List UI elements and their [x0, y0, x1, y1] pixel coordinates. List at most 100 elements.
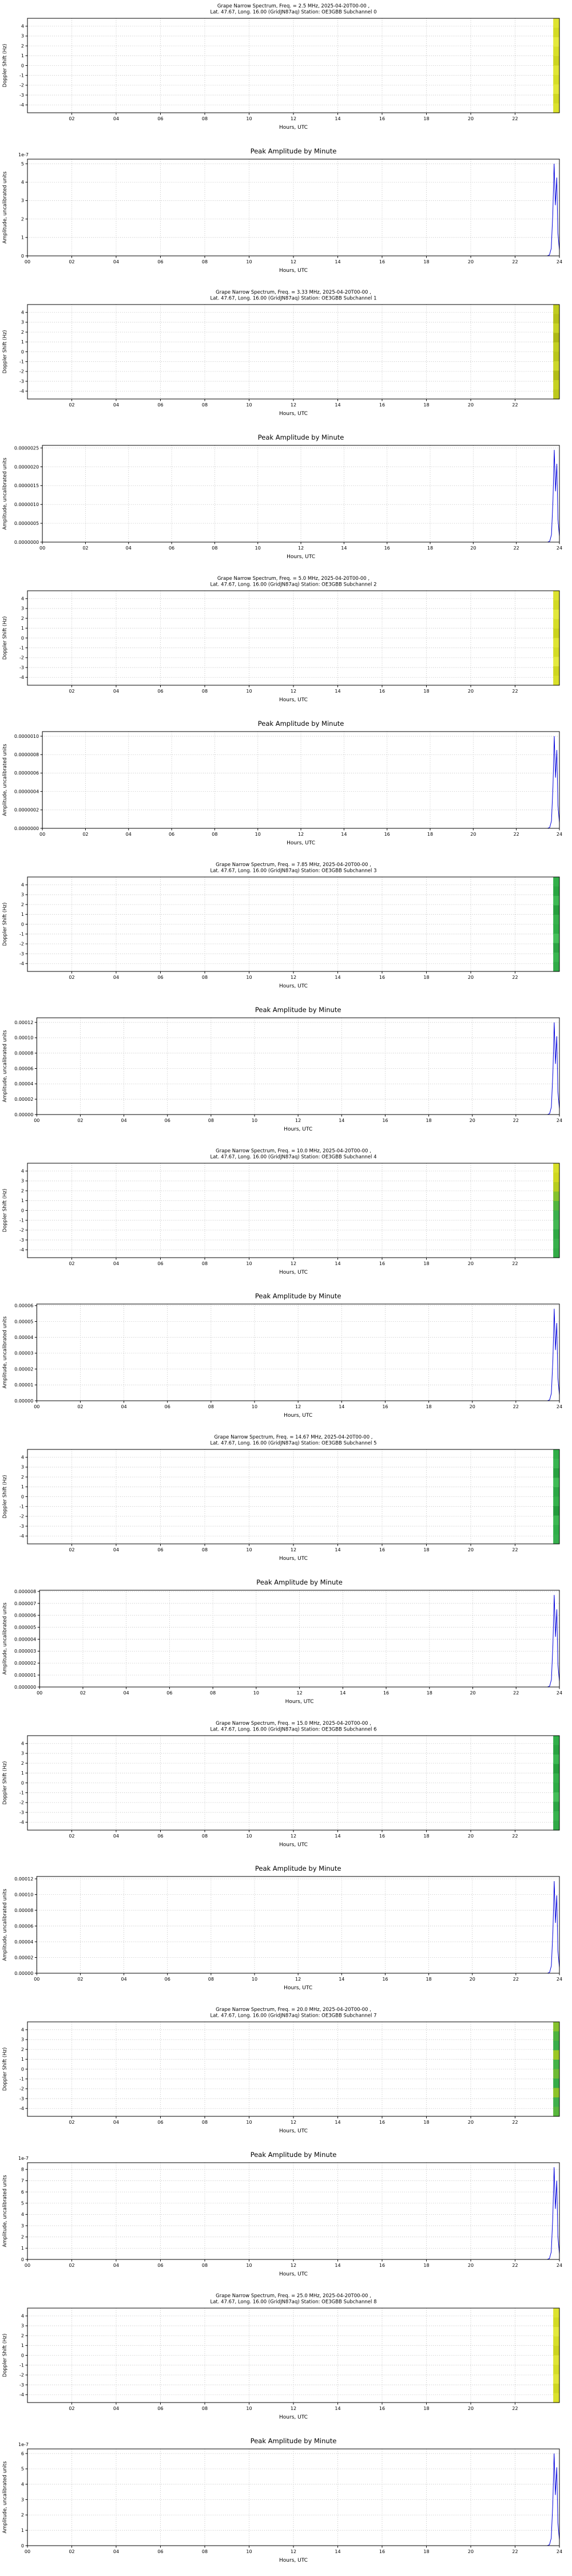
- x-tick-label: 18: [423, 689, 429, 694]
- y-axis-label: Amplitude, uncalibrated units: [2, 1602, 8, 1675]
- x-tick-label: 06: [157, 2549, 163, 2554]
- y-tick-label: 0.0000000: [14, 540, 39, 545]
- chart-title-line2: Lat. 47.67, Long. 16.00 (GridJN87aq) Sta…: [210, 2300, 376, 2305]
- y-tick-label: 4: [21, 1455, 24, 1460]
- spectrogram-strip-segment: [553, 1459, 559, 1469]
- y-tick-label: 0: [21, 1208, 24, 1213]
- x-tick-label: 20: [470, 1118, 475, 1123]
- x-tick-label: 12: [291, 1261, 296, 1266]
- y-tick-label: -2: [19, 1800, 24, 1805]
- y-tick-label: 0.00004: [14, 1939, 33, 1945]
- x-tick-label: 20: [470, 1690, 475, 1696]
- x-tick-label: 06: [165, 1977, 170, 1982]
- spectrogram-strip-segment: [553, 1477, 559, 1488]
- y-tick-label: 0.00002: [14, 1097, 33, 1102]
- x-tick-label: 18: [427, 832, 433, 837]
- y-tick-label: -4: [19, 102, 24, 108]
- y-tick-label: 1: [21, 235, 24, 240]
- spectrogram-strip-segment: [553, 342, 559, 353]
- y-tick-label: 0.0000008: [14, 752, 39, 757]
- x-tick-label: 08: [210, 1690, 216, 1696]
- x-tick-label: 22: [513, 1118, 519, 1123]
- chart-title: Peak Amplitude by Minute: [251, 2151, 337, 2159]
- x-axis-label: Hours, UTC: [279, 125, 308, 131]
- spectrogram-strip-segment: [553, 2336, 559, 2346]
- y-tick-label: 0.0000004: [14, 789, 39, 794]
- x-tick-label: 04: [113, 2406, 119, 2411]
- spectrogram-chart-4: 02 04 06 08 10 12 14 16 18 20 2243210-1-2-3-4Grape…: [2, 1148, 560, 1275]
- y-axis-label: Doppler Shift (Hz): [2, 1475, 8, 1519]
- y-tick-label: -1: [19, 73, 24, 78]
- x-tick-label: 12: [297, 1690, 303, 1696]
- x-tick-label: 18: [426, 1118, 431, 1123]
- x-tick-label: 12: [291, 689, 296, 694]
- chart-title: Peak Amplitude by Minute: [255, 1006, 341, 1014]
- y-tick-label: 0.00010: [14, 1036, 33, 1041]
- x-tick-label: 04: [113, 259, 119, 264]
- x-tick-label: 06: [157, 2406, 163, 2411]
- x-tick-label: 06: [157, 2263, 163, 2268]
- spectrogram-strip-segment: [553, 27, 559, 38]
- spectrogram-strip-segment: [553, 361, 559, 372]
- chart-title: Peak Amplitude by Minute: [258, 433, 344, 441]
- amplitude-chart-5: 00 02 04 06 08 10 12 14 16 18 20 22 24 0.000000 0.0000…: [2, 1578, 562, 1705]
- y-tick-label: -4: [19, 2106, 24, 2111]
- x-tick-label: 04: [113, 2263, 119, 2268]
- spectrogram-chart-7: 02 04 06 08 10 12 14 16 18 20 2243210-1-2-3-4Grape…: [2, 2007, 560, 2134]
- x-tick-label: 08: [202, 259, 208, 264]
- spectrogram-strip-segment: [553, 1229, 559, 1239]
- spectrogram-strip-segment: [553, 675, 559, 686]
- x-tick-label: 04: [126, 832, 132, 837]
- y-tick-label: 0: [21, 2353, 24, 2358]
- x-tick-label: 02: [69, 1834, 74, 1839]
- x-tick-label: 10: [246, 402, 252, 408]
- x-tick-label: 08: [212, 546, 217, 551]
- x-tick-label: 00: [25, 2263, 30, 2268]
- x-axis-label: Hours, UTC: [279, 1556, 308, 1562]
- y-tick-label: 1: [21, 1198, 24, 1203]
- x-tick-label: 16: [379, 2406, 385, 2411]
- y-tick-label: 4: [21, 2212, 24, 2217]
- spectrogram-strip-segment: [553, 2060, 559, 2070]
- spectrogram-strip-segment: [553, 953, 559, 963]
- y-tick-label: 2: [21, 1761, 24, 1766]
- x-tick-label: 16: [379, 2120, 385, 2125]
- x-tick-label: 22: [512, 2263, 518, 2268]
- y-tick-label: 0.00006: [14, 1923, 33, 1929]
- y-tick-label: -1: [19, 359, 24, 364]
- spectrogram-strip-segment: [553, 37, 559, 48]
- chart-title: Peak Amplitude by Minute: [251, 2437, 337, 2445]
- x-tick-label: 14: [335, 2406, 340, 2411]
- y-tick-label: 4: [21, 2314, 24, 2319]
- x-tick-label: 22: [512, 689, 518, 694]
- y-tick-label: -2: [19, 369, 24, 374]
- y-tick-label: -4: [19, 1820, 24, 1825]
- spectrogram-strip-segment: [553, 657, 559, 667]
- amplitude-chart-3: 00 02 04 06 08 10 12 14 16 18 20 22 24 0.00000 0.00002…: [2, 1006, 562, 1132]
- y-tick-label: 1: [21, 626, 24, 631]
- x-tick-label: 08: [202, 2549, 208, 2554]
- x-tick-label: 08: [208, 1977, 214, 1982]
- chart-title-line1: Grape Narrow Spectrum, Freq. = 3.33 MHz,…: [216, 290, 371, 295]
- y-tick-label: 5: [21, 161, 24, 167]
- x-tick-label: 20: [468, 1834, 474, 1839]
- x-tick-label: 00: [39, 832, 45, 837]
- x-axis-label: Hours, UTC: [279, 411, 308, 417]
- x-tick-label: 24: [557, 1690, 562, 1696]
- x-tick-label: 16: [384, 546, 390, 551]
- y-tick-label: 4: [21, 180, 24, 185]
- x-tick-label: 16: [382, 1404, 388, 1409]
- x-tick-label: 10: [255, 546, 261, 551]
- x-axis-label: Hours, UTC: [279, 697, 308, 703]
- y-tick-label: 5: [21, 2201, 24, 2206]
- spectrogram-strip-segment: [553, 934, 559, 944]
- x-tick-label: 20: [468, 689, 474, 694]
- y-tick-label: 0.00012: [14, 1876, 33, 1882]
- y-axis-label: Amplitude, uncalibrated units: [2, 2461, 8, 2534]
- spectrogram-strip-segment: [553, 591, 559, 601]
- y-tick-label: 3: [21, 2497, 24, 2502]
- spectrogram-strip-segment: [553, 46, 559, 57]
- x-tick-label: 06: [157, 1547, 163, 1552]
- x-axis-label: Hours, UTC: [285, 1699, 314, 1705]
